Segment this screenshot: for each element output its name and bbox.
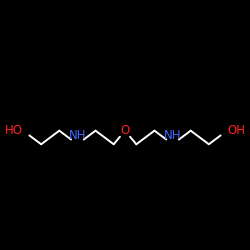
Text: NH: NH: [69, 129, 86, 142]
Text: OH: OH: [227, 124, 245, 137]
Text: NH: NH: [164, 129, 181, 142]
Text: HO: HO: [5, 124, 23, 137]
Text: O: O: [120, 124, 130, 137]
